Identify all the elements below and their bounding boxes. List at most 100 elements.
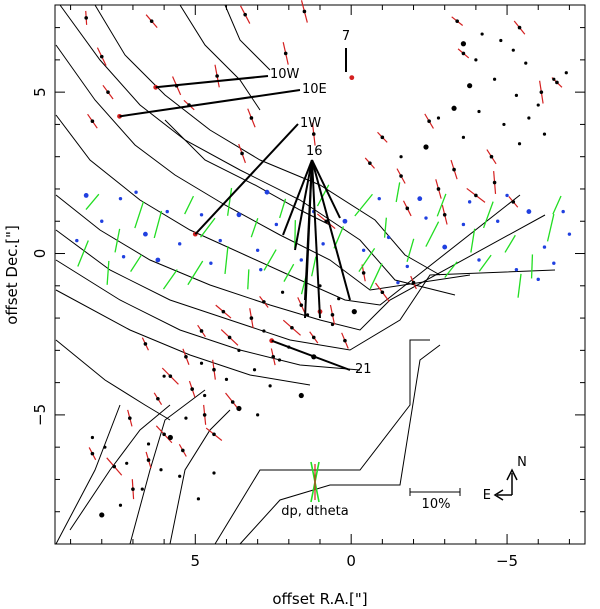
red-vector-center-57 xyxy=(143,342,148,346)
red-vector-center-33 xyxy=(262,300,266,304)
red-vector-center-52 xyxy=(112,464,117,469)
red-vector-center-37 xyxy=(311,335,316,340)
red-vector-center-16 xyxy=(539,90,544,94)
x-tick-label--5: −5 xyxy=(496,552,518,570)
black-source-6 xyxy=(524,61,528,65)
red-vector-center-43 xyxy=(212,367,216,372)
black-source-28 xyxy=(280,290,285,294)
green-vector-37 xyxy=(478,254,492,272)
contour-line-1 xyxy=(94,4,441,276)
blue-source-3 xyxy=(118,196,123,201)
leader-16-4 xyxy=(304,159,313,319)
green-vector-40 xyxy=(283,263,295,282)
red-vector-center-35 xyxy=(330,313,335,317)
x-tick-label-0: 0 xyxy=(346,552,356,570)
blue-source-20 xyxy=(424,216,428,220)
black-source-24 xyxy=(337,297,341,301)
green-vector-4 xyxy=(130,254,143,272)
black-source-45 xyxy=(159,468,163,472)
black-source-33 xyxy=(252,368,257,372)
black-source-11 xyxy=(552,77,556,81)
black-source-40 xyxy=(103,445,107,449)
leader-16-7 xyxy=(311,159,351,301)
red-vector-center-10 xyxy=(106,90,110,94)
green-vector-26 xyxy=(162,269,178,290)
green-vector-3 xyxy=(77,240,89,267)
y-tick-label-5: 5 xyxy=(31,87,49,97)
red-vector-center-1 xyxy=(84,16,88,20)
green-vector-21 xyxy=(482,201,494,229)
red-vector-center-15 xyxy=(249,116,254,120)
red-vector-center-23 xyxy=(452,167,456,172)
north-label: N xyxy=(517,455,527,470)
black-source-48 xyxy=(212,471,216,475)
blue-source-24 xyxy=(496,219,500,223)
key-label: dp, dtheta xyxy=(281,504,348,519)
blue-source-9 xyxy=(199,213,204,217)
source-label-7: 7 xyxy=(342,29,350,44)
contour-line-16 xyxy=(179,4,261,111)
contour-line-13 xyxy=(169,409,231,545)
black-source-5 xyxy=(474,58,478,62)
red-vector-center-31 xyxy=(442,212,447,217)
green-vector-22 xyxy=(504,234,516,253)
red-vector-center-20 xyxy=(311,132,316,136)
red-vector-center-18 xyxy=(489,154,494,159)
contour-line-15 xyxy=(239,344,441,545)
green-vector-16 xyxy=(383,217,387,238)
red-vector-center-58 xyxy=(271,355,276,359)
blue-source-31 xyxy=(155,257,161,263)
blue-source-13 xyxy=(274,222,279,227)
red-vector-center-27 xyxy=(436,187,441,191)
blue-source-12 xyxy=(255,248,260,252)
black-source-14 xyxy=(436,116,441,120)
labeled-source-7 xyxy=(349,75,355,81)
data-marks xyxy=(75,0,572,518)
red-vector-center-50 xyxy=(146,458,151,462)
green-vector-33 xyxy=(187,260,204,286)
red-vector-center-48 xyxy=(162,432,166,437)
contour-lines xyxy=(55,4,556,545)
blue-source-19 xyxy=(405,264,409,269)
green-vector-1 xyxy=(85,193,100,210)
blue-source-30 xyxy=(567,232,572,236)
red-vector-center-62 xyxy=(361,271,366,275)
blue-source-10 xyxy=(218,238,222,243)
black-source-32 xyxy=(237,348,241,352)
black-source-44 xyxy=(140,487,144,491)
black-source-39 xyxy=(125,461,129,465)
black-source-19 xyxy=(423,144,429,150)
leader-16-2 xyxy=(294,159,313,251)
green-vector-11 xyxy=(263,249,277,271)
green-vector-12 xyxy=(294,220,296,249)
red-vector-center-47 xyxy=(202,413,207,417)
black-source-47 xyxy=(196,497,201,501)
contour-line-6 xyxy=(55,229,556,351)
contour-line-4 xyxy=(55,114,521,306)
black-source-53 xyxy=(199,361,204,365)
contour-line-5 xyxy=(55,194,546,331)
black-source-36 xyxy=(184,416,188,420)
scale-bar-label: 10% xyxy=(422,497,451,512)
black-source-34 xyxy=(224,377,229,381)
black-source-22 xyxy=(542,132,547,136)
contour-line-12 xyxy=(129,389,206,545)
x-tick-label-5: 5 xyxy=(191,552,201,570)
blue-source-14 xyxy=(299,258,303,262)
contour-line-18 xyxy=(164,119,331,226)
red-vector-center-55 xyxy=(212,432,216,437)
red-vector-center-19 xyxy=(240,151,244,156)
contour-line-10 xyxy=(69,404,171,531)
x-axis-label: offset R.A.["] xyxy=(272,590,367,608)
blue-source-38 xyxy=(505,193,509,198)
red-vector-center-8 xyxy=(283,51,288,56)
black-source-46 xyxy=(178,474,182,478)
east-arrowhead xyxy=(493,489,504,501)
blue-source-25 xyxy=(514,267,519,272)
green-vector-5 xyxy=(106,260,110,285)
blue-source-16 xyxy=(342,218,348,224)
red-vector-center-3 xyxy=(243,12,247,17)
black-source-25 xyxy=(351,309,357,315)
black-source-15 xyxy=(477,109,481,114)
black-source-1 xyxy=(460,41,467,47)
